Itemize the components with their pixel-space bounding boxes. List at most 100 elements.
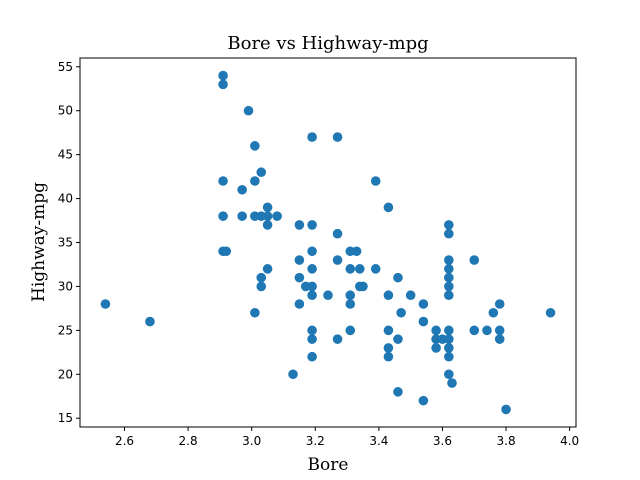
x-tick-label: 3.2 xyxy=(306,434,325,448)
y-tick-label: 40 xyxy=(58,192,73,206)
x-tick-label: 2.6 xyxy=(115,434,134,448)
data-point xyxy=(307,264,317,274)
data-point xyxy=(345,299,356,309)
data-point xyxy=(345,325,356,336)
data-point xyxy=(250,307,260,318)
data-point xyxy=(307,351,317,362)
x-tick-label: 2.8 xyxy=(179,434,198,448)
y-tick-label: 50 xyxy=(58,104,73,118)
data-point xyxy=(307,334,317,344)
data-point xyxy=(250,141,260,151)
data-point xyxy=(262,220,273,230)
data-point xyxy=(262,264,273,274)
x-tick-label: 3.8 xyxy=(497,434,516,448)
y-tick-label: 15 xyxy=(58,411,73,425)
data-point xyxy=(294,255,305,265)
y-tick-label: 30 xyxy=(58,279,73,293)
y-tick-label: 35 xyxy=(58,236,73,250)
plot-frame xyxy=(79,57,577,428)
data-point xyxy=(256,167,267,178)
data-point xyxy=(431,325,441,336)
data-point xyxy=(469,255,480,265)
data-point xyxy=(444,272,454,283)
data-point xyxy=(332,228,343,239)
data-point xyxy=(354,264,365,274)
data-point xyxy=(332,334,343,344)
data-point xyxy=(307,281,317,292)
data-point xyxy=(256,281,267,292)
data-point xyxy=(218,70,228,81)
data-point xyxy=(444,334,454,344)
data-point xyxy=(482,325,492,336)
data-point xyxy=(294,220,305,230)
data-point xyxy=(272,211,282,221)
data-point xyxy=(262,202,273,213)
data-point xyxy=(351,246,362,257)
data-point xyxy=(218,211,228,221)
data-point xyxy=(294,272,305,283)
data-point xyxy=(444,264,454,274)
data-point xyxy=(218,79,228,90)
data-point xyxy=(418,395,429,406)
data-point xyxy=(307,220,317,230)
data-point xyxy=(262,211,273,221)
data-point xyxy=(494,299,505,309)
data-point xyxy=(383,351,394,362)
y-tick-label: 45 xyxy=(58,148,73,162)
data-point xyxy=(469,325,480,336)
data-point xyxy=(307,246,317,257)
data-point xyxy=(501,404,511,415)
data-point xyxy=(545,307,556,318)
data-point xyxy=(396,307,406,318)
chart-title: Bore vs Highway-mpg xyxy=(227,33,428,54)
data-point xyxy=(405,290,416,301)
data-point xyxy=(444,343,454,353)
data-point xyxy=(370,176,381,186)
data-point xyxy=(294,299,305,309)
data-point xyxy=(288,369,298,380)
data-point xyxy=(444,351,454,362)
data-point xyxy=(418,299,429,309)
data-point xyxy=(332,132,343,142)
data-point xyxy=(444,255,454,265)
data-point xyxy=(488,307,499,318)
data-point xyxy=(307,290,317,301)
data-point xyxy=(256,272,267,283)
data-point xyxy=(444,290,454,301)
data-point xyxy=(307,325,317,336)
data-point xyxy=(237,184,247,195)
data-point xyxy=(447,378,457,388)
data-point xyxy=(345,264,356,274)
data-point xyxy=(383,202,394,213)
y-tick-label: 25 xyxy=(58,323,73,337)
data-point xyxy=(332,255,343,265)
data-point xyxy=(383,290,394,301)
y-axis-label: Highway-mpg xyxy=(29,182,49,302)
data-point xyxy=(323,290,333,301)
data-point xyxy=(393,334,403,344)
data-point xyxy=(393,387,403,397)
data-point xyxy=(243,105,254,116)
data-point xyxy=(444,281,454,292)
x-tick-label: 3.4 xyxy=(369,434,388,448)
x-tick-label: 3.6 xyxy=(433,434,452,448)
data-point xyxy=(370,264,381,274)
data-point xyxy=(307,132,317,142)
data-point xyxy=(431,343,441,353)
data-point xyxy=(145,316,155,327)
data-point xyxy=(383,325,394,336)
data-point xyxy=(494,334,505,344)
data-point xyxy=(345,290,356,301)
data-point xyxy=(250,176,260,186)
data-point xyxy=(237,211,247,221)
y-tick-label: 20 xyxy=(58,367,73,381)
data-point xyxy=(444,369,454,380)
x-axis-label: Bore xyxy=(308,455,349,475)
data-point xyxy=(393,272,403,283)
data-point xyxy=(444,228,454,239)
data-point xyxy=(218,176,228,186)
data-point xyxy=(358,281,368,292)
x-tick-label: 4.0 xyxy=(560,434,579,448)
data-point xyxy=(100,299,111,309)
